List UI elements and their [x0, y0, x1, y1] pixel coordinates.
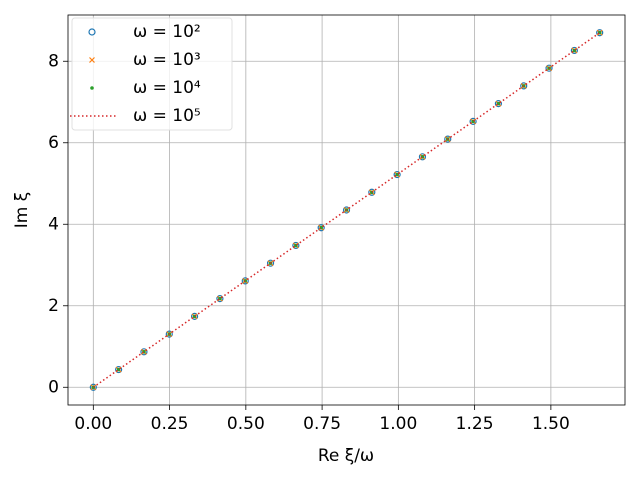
x-tick-label: 0.00 [74, 414, 112, 434]
data-point [444, 135, 452, 143]
data-point [292, 241, 300, 250]
data-point [115, 365, 123, 374]
data-point [520, 82, 528, 90]
legend: ω = 10² ω = 10³ ω = 10⁴ ω = 10⁵ [70, 17, 233, 131]
data-point [570, 46, 578, 55]
data-point [216, 295, 224, 303]
y-tick-label: 8 [48, 51, 59, 71]
legend-box [71, 17, 233, 131]
y-tick-label: 6 [48, 133, 59, 153]
y-axis-label: Im ξ [12, 192, 32, 228]
legend-label: ω = 10² [133, 22, 201, 42]
data-point [469, 117, 477, 125]
x-tick-label: 0.50 [227, 414, 265, 434]
data-point [418, 153, 427, 161]
x-tick-label: 1.25 [456, 414, 494, 434]
data-point [317, 224, 325, 232]
data-point [596, 29, 604, 37]
y-tick-label: 4 [48, 214, 59, 234]
data-point [190, 312, 199, 320]
data-point [368, 188, 376, 196]
legend-label: ω = 10⁴ [133, 78, 201, 98]
plot-frame [67, 14, 626, 406]
y-tick-label: 2 [48, 296, 59, 316]
data-point [165, 330, 173, 338]
y-tick-label: 0 [48, 377, 59, 397]
x-tick-label: 0.75 [303, 414, 341, 434]
data-point [241, 277, 249, 285]
x-axis-label: Re ξ/ω [318, 446, 374, 466]
data-point [342, 206, 351, 214]
legend-marker [88, 28, 96, 36]
legend-marker [89, 57, 95, 63]
data-point [266, 259, 275, 267]
x-tick-label: 0.25 [151, 414, 189, 434]
data-point [494, 100, 503, 108]
data-point [393, 170, 401, 179]
data-point [89, 383, 97, 391]
legend-marker [90, 86, 94, 90]
series-line [92, 32, 601, 388]
x-tick-label: 1.50 [532, 414, 570, 434]
data-point [140, 348, 148, 356]
x-tick-label: 1.00 [379, 414, 417, 434]
data-point [545, 64, 553, 72]
legend-label: ω = 10⁵ [133, 106, 201, 126]
legend-label: ω = 10³ [133, 50, 201, 70]
